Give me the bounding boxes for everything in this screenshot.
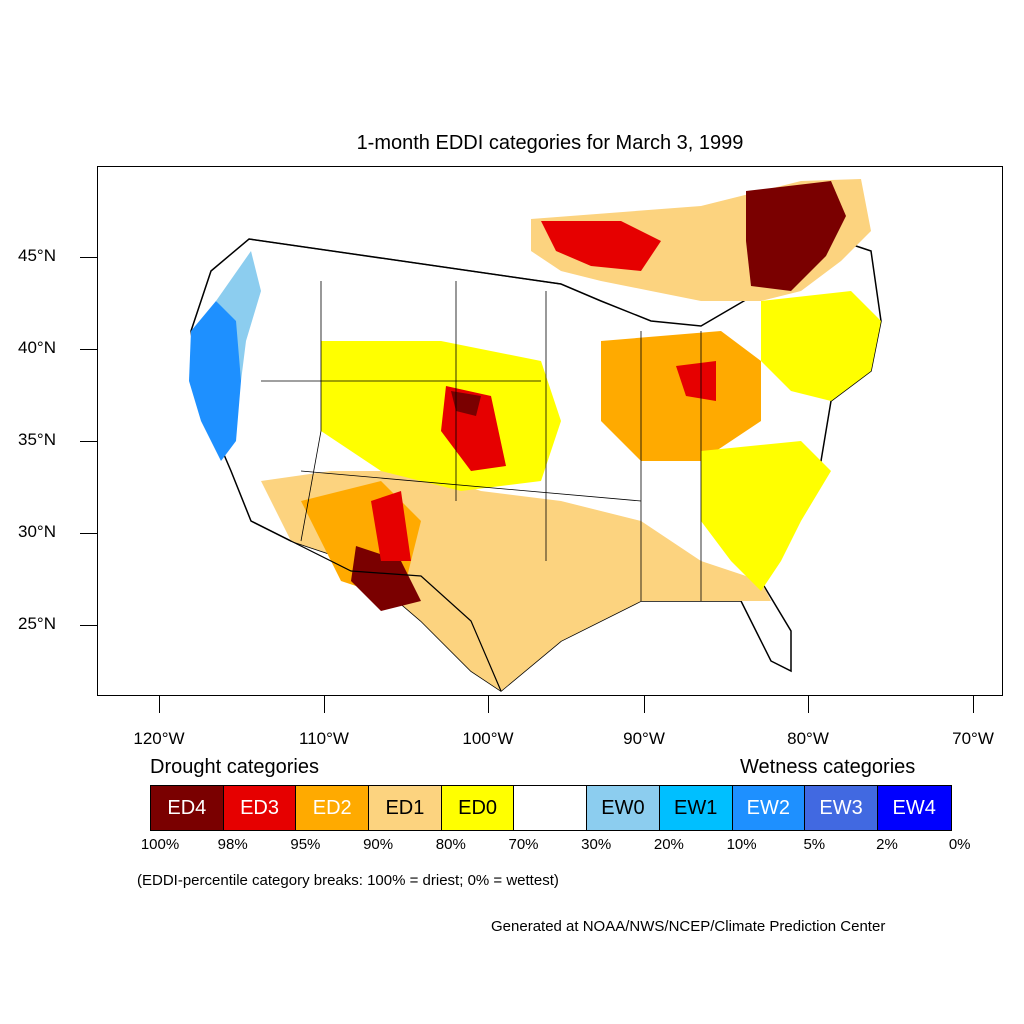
lon-tick [973, 696, 974, 713]
lat-label: 40°N [18, 338, 56, 357]
ne-ed0 [761, 291, 881, 401]
lon-label: 120°W [133, 729, 185, 748]
legend-cell-ew4: EW4 [877, 786, 951, 830]
lat-label: 25°N [18, 614, 56, 633]
percent-break-label: 20% [653, 836, 684, 853]
sw-ed3 [371, 491, 411, 561]
legend-cell-ed0: ED0 [441, 786, 515, 830]
se-ed0 [701, 441, 831, 591]
lon-tick [808, 696, 809, 713]
percent-break-label: 10% [726, 836, 757, 853]
canada-ed3 [541, 221, 661, 271]
percent-break-label: 80% [435, 836, 466, 853]
map-title: 1-month EDDI categories for March 3, 199… [356, 132, 744, 154]
west-wet-light [216, 251, 261, 381]
lat-tick [80, 441, 97, 442]
percent-break-label: 30% [581, 836, 612, 853]
canada-severe [746, 181, 846, 291]
lat-tick [80, 349, 97, 350]
border-us-canada [248, 238, 562, 285]
west-wet [189, 301, 241, 461]
percent-break-label: 100% [140, 836, 180, 853]
category-note: (EDDI-percentile category breaks: 100% =… [137, 872, 559, 889]
lon-label: 110°W [299, 729, 349, 748]
lon-label: 80°W [787, 729, 829, 748]
lon-label: 70°W [952, 729, 994, 748]
wetness-heading: Wetness categories [740, 756, 916, 778]
legend-cell-neutral [514, 786, 588, 830]
lon-tick [324, 696, 325, 713]
midwest-ed3 [676, 361, 716, 401]
legend-cell-ed4: ED4 [151, 786, 224, 830]
lon-label: 90°W [623, 729, 665, 748]
map-area [97, 166, 1003, 696]
sw-ed4 [351, 546, 421, 611]
percent-break-label: 2% [876, 836, 898, 853]
lon-tick [488, 696, 489, 713]
percent-break-label: 90% [363, 836, 394, 853]
legend-cell-ed1: ED1 [369, 786, 442, 830]
lat-label: 35°N [18, 430, 56, 449]
plains-ed4 [451, 391, 481, 416]
legend-cell-ew1: EW1 [659, 786, 733, 830]
lat-label: 30°N [18, 522, 56, 541]
lon-tick [159, 696, 160, 713]
state-line [300, 281, 322, 542]
legend-cell-ed2: ED2 [296, 786, 370, 830]
credit-text: Generated at NOAA/NWS/NCEP/Climate Predi… [491, 918, 886, 935]
legend-bar: ED4 ED3 ED2 ED1 ED0 EW0 EW1 EW2 EW3 EW4 [150, 785, 952, 831]
lat-tick [80, 625, 97, 626]
lat-tick [80, 257, 97, 258]
lon-tick [644, 696, 645, 713]
percent-break-label: 98% [217, 836, 248, 853]
legend-cell-ew0: EW0 [587, 786, 660, 830]
legend-cell-ed3: ED3 [223, 786, 297, 830]
percent-break-label: 70% [508, 836, 539, 853]
drought-heading: Drought categories [150, 756, 319, 778]
lat-label: 45°N [18, 246, 56, 265]
conus-map [189, 179, 882, 692]
legend-cell-ew2: EW2 [732, 786, 806, 830]
percent-break-label: 0% [948, 836, 971, 853]
state-line [300, 470, 642, 502]
percent-break-label: 95% [290, 836, 321, 853]
lon-label: 100°W [462, 729, 514, 748]
percent-break-label: 5% [803, 836, 826, 853]
legend-cell-ew3: EW3 [805, 786, 878, 830]
lat-tick [80, 533, 97, 534]
border-us-mexico [250, 520, 502, 692]
